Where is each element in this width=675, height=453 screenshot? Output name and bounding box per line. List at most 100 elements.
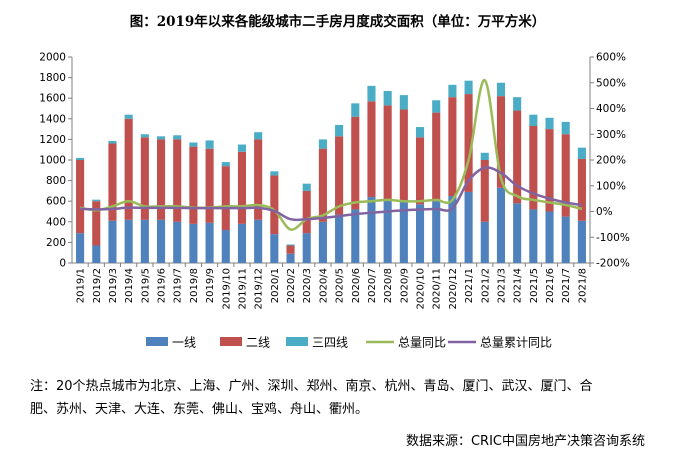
x-tick-label: 2019/4 <box>124 268 135 303</box>
bar-tier2 <box>76 160 85 234</box>
bar-tier34 <box>189 142 198 147</box>
bar-tier34 <box>237 144 247 152</box>
bar-tier34 <box>351 103 360 117</box>
bar-tier2 <box>221 166 230 231</box>
bar-tier34 <box>577 147 586 159</box>
bar-tier34 <box>367 85 376 102</box>
bar-tier1 <box>286 253 295 263</box>
source-text: 数据来源：CRIC中国房地产决策咨询系统 <box>405 434 645 449</box>
bar-tier2 <box>399 109 408 202</box>
y-right-tick-label: 200% <box>596 155 626 167</box>
y-left-tick-label: 600 <box>46 196 66 208</box>
x-tick-label: 2021/6 <box>545 268 556 303</box>
y-left-tick-label: 800 <box>46 175 66 187</box>
x-tick-label: 2021/4 <box>513 268 524 303</box>
bar-tier2 <box>496 96 506 188</box>
y-left-tick-label: 200 <box>46 237 66 249</box>
x-tick-label: 2019/9 <box>205 268 216 303</box>
bar-tier1 <box>270 234 279 263</box>
y-left-tick-label: 1400 <box>39 113 66 125</box>
bar-tier34 <box>432 100 441 113</box>
bar-tier2 <box>367 101 376 198</box>
bar-tier34 <box>464 80 473 95</box>
y-right-tick-label: -100% <box>596 232 630 244</box>
bar-tier2 <box>302 190 311 234</box>
bar-tier34 <box>383 90 392 106</box>
bar-tier2 <box>561 134 570 217</box>
x-tick-label: 2020/12 <box>448 268 459 310</box>
line-total-yoy <box>79 78 583 231</box>
bar-tier1 <box>545 211 554 263</box>
x-tick-label: 2021/2 <box>480 268 491 303</box>
x-tick-label: 2019/6 <box>157 268 168 303</box>
bar-tier34 <box>270 171 279 176</box>
bar-tier2 <box>335 136 344 215</box>
bar-tier1 <box>529 209 538 263</box>
bar-tier2 <box>140 137 149 220</box>
chart-title: 图：2019年以来各能级城市二手房月度成交面积（单位：万平方米） <box>129 14 546 30</box>
x-tick-label: 2021/5 <box>529 268 540 303</box>
y-right-tick-label: 0% <box>596 206 613 218</box>
bar-tier34 <box>335 124 344 137</box>
bar-tier34 <box>254 132 263 140</box>
bar-tier1 <box>189 223 198 263</box>
bar-tier34 <box>513 97 522 111</box>
bar-tier1 <box>302 233 311 263</box>
bar-tier2 <box>237 151 247 224</box>
bar-tier2 <box>464 94 473 192</box>
bar-tier2 <box>286 245 295 254</box>
x-tick-label: 2020/10 <box>416 268 427 310</box>
bar-tier34 <box>124 114 133 119</box>
bar-tier2 <box>189 146 198 224</box>
legend: 一线 二线 三四线 总量同比 总量累计同比 <box>146 336 552 350</box>
bar-tier1 <box>448 196 457 263</box>
bar-tier34 <box>108 140 117 144</box>
bar-tier34 <box>399 95 408 110</box>
bar-tier34 <box>286 244 295 246</box>
bars-layer <box>76 80 586 263</box>
x-tick-label: 2020/3 <box>302 268 313 303</box>
bar-tier1 <box>399 201 408 263</box>
bar-tier2 <box>513 110 522 204</box>
bar-tier34 <box>92 199 101 202</box>
x-tick-label: 2019/2 <box>92 268 103 303</box>
bar-tier1 <box>464 191 473 263</box>
bar-tier34 <box>480 152 489 160</box>
y-left-tick-label: 2000 <box>39 52 66 64</box>
bar-tier2 <box>124 118 133 220</box>
bar-tier1 <box>205 222 214 263</box>
y-right-tick-label: 500% <box>596 77 626 89</box>
note-line-2: 肥、苏州、天津、大连、东莞、佛山、宝鸡、舟山、衢州。 <box>30 402 369 417</box>
legend-tier1-swatch <box>146 337 168 346</box>
bar-tier2 <box>432 112 441 202</box>
legend-tier2-label: 二线 <box>246 336 270 350</box>
bar-tier1 <box>108 220 117 263</box>
bar-tier2 <box>351 116 360 210</box>
y-left-tick-label: 400 <box>46 216 66 228</box>
legend-tier34-swatch <box>286 337 308 346</box>
x-tick-label: 2020/6 <box>351 268 362 303</box>
x-tick-label: 2019/3 <box>108 268 119 303</box>
bar-tier1 <box>156 219 166 263</box>
y-right-tick-label: -200% <box>596 258 630 270</box>
bar-tier1 <box>432 201 441 263</box>
bar-tier1 <box>237 223 247 263</box>
bar-tier1 <box>124 219 133 263</box>
bar-tier1 <box>335 214 344 263</box>
line-cumulative-yoy <box>80 166 583 222</box>
x-tick-label: 2020/8 <box>383 268 394 303</box>
x-tick-label: 2019/11 <box>237 268 248 310</box>
legend-total-yoy-label: 总量同比 <box>398 336 446 350</box>
bar-tier34 <box>448 84 457 98</box>
bar-tier34 <box>205 140 214 149</box>
bar-tier1 <box>92 245 101 263</box>
x-tick-label: 2021/1 <box>464 268 475 303</box>
y-left-tick-label: 1600 <box>39 93 66 105</box>
x-tick-label: 2020/7 <box>367 268 378 303</box>
bar-tier1 <box>561 216 570 263</box>
bar-tier1 <box>221 230 230 263</box>
x-tick-label: 2020/2 <box>286 268 297 303</box>
bar-tier1 <box>577 220 586 263</box>
y-right-tick-label: 400% <box>596 103 626 115</box>
bar-tier2 <box>254 139 263 220</box>
